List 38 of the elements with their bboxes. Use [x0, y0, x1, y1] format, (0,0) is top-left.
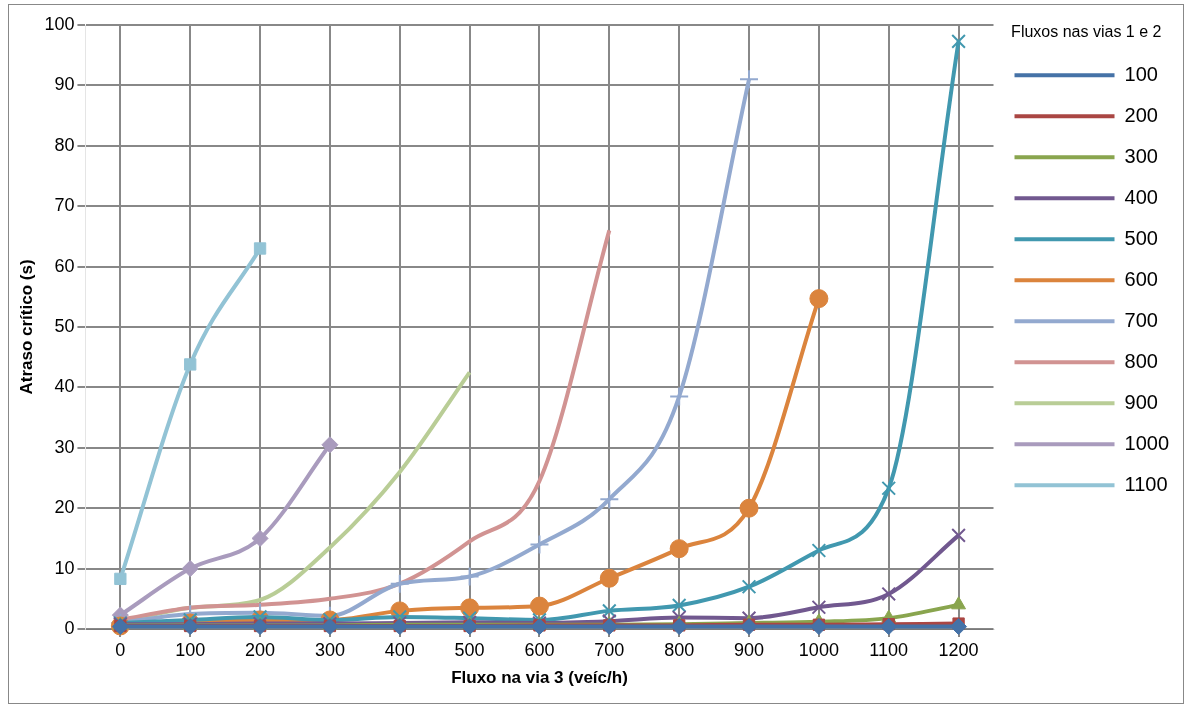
y-tick-label: 20 — [54, 497, 75, 518]
x-tick-label: 0 — [115, 639, 126, 660]
y-tick-label: 40 — [54, 376, 75, 397]
legend-label: 300 — [1124, 144, 1158, 167]
x-tick-label: 800 — [664, 639, 695, 660]
legend-title: Fluxos nas vias 1 e 2 — [1011, 23, 1162, 41]
x-tick-label: 300 — [314, 639, 345, 660]
y-axis-title: Atraso crítico (s) — [16, 259, 36, 395]
legend-label: 200 — [1124, 103, 1158, 126]
legend-label: 500 — [1124, 226, 1158, 249]
legend-label: 100 — [1124, 62, 1158, 85]
x-tick-label: 700 — [594, 639, 625, 660]
x-tick-label: 1200 — [938, 639, 979, 660]
x-axis-title: Fluxo na via 3 (veíc/h) — [451, 668, 628, 688]
legend-label: 600 — [1124, 267, 1158, 290]
legend-label: 1000 — [1124, 431, 1170, 454]
legend-label: 900 — [1124, 390, 1158, 413]
x-tick-label: 600 — [524, 639, 555, 660]
y-tick-label: 50 — [54, 315, 75, 336]
x-tick-label: 400 — [384, 639, 415, 660]
y-tick-label: 100 — [44, 13, 75, 34]
y-tick-label: 70 — [54, 195, 75, 216]
legend-label: 700 — [1124, 308, 1158, 331]
legend-label: 1100 — [1124, 472, 1168, 495]
legend-label: 800 — [1124, 349, 1158, 372]
y-tick-label: 80 — [54, 134, 75, 155]
x-tick-label: 1100 — [869, 639, 909, 660]
y-tick-label: 90 — [54, 74, 75, 95]
y-tick-label: 10 — [54, 557, 75, 578]
x-tick-label: 200 — [245, 639, 276, 660]
y-tick-label: 30 — [54, 436, 75, 457]
x-tick-label: 900 — [734, 639, 765, 660]
x-tick-label: 1000 — [798, 639, 839, 660]
x-tick-label: 500 — [454, 639, 485, 660]
legend-label: 400 — [1124, 185, 1158, 208]
y-tick-label: 0 — [64, 617, 75, 638]
x-tick-label: 100 — [175, 639, 206, 660]
y-tick-label: 60 — [54, 255, 75, 276]
